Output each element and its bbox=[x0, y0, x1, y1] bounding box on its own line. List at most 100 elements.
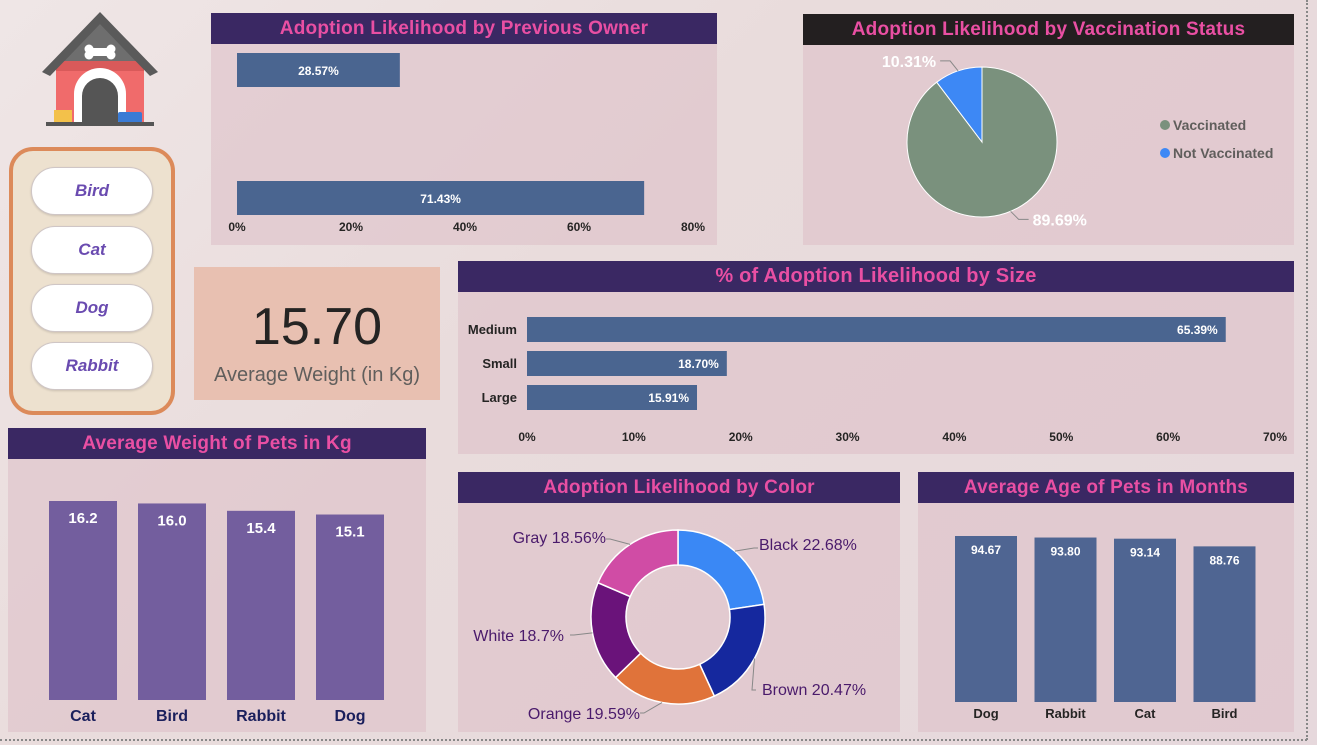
x-tick-label: 20% bbox=[729, 430, 753, 444]
data-label: 65.39% bbox=[1177, 323, 1218, 337]
x-tick-label: Rabbit bbox=[1045, 706, 1086, 721]
x-tick-label: Dog bbox=[334, 708, 365, 725]
x-tick-label: Rabbit bbox=[236, 708, 286, 725]
data-label: 93.14 bbox=[1130, 546, 1160, 560]
weight-panel: Average Weight of Pets in Kg 16.2 Cat 16.0… bbox=[8, 428, 426, 732]
bar bbox=[527, 385, 698, 410]
bar bbox=[138, 503, 206, 700]
bar bbox=[237, 181, 645, 215]
panel-title: Adoption Likelihood by Color bbox=[458, 472, 900, 503]
x-tick-label: 70% bbox=[1263, 430, 1287, 444]
leader-line bbox=[734, 547, 758, 552]
vaccination-chart: 89.69% 10.31% Vaccinated Not Vaccinated bbox=[882, 54, 1274, 229]
leader-line bbox=[640, 702, 663, 714]
data-label: 93.80 bbox=[1050, 545, 1080, 559]
kpi-value: 15.70 bbox=[251, 298, 383, 356]
previous-owner-panel: Adoption Likelihood by Previous Owner 0%… bbox=[211, 13, 717, 245]
legend-label: Not Vaccinated bbox=[1173, 145, 1273, 161]
x-tick-label: 0% bbox=[518, 430, 536, 444]
x-tick-label: 10% bbox=[622, 430, 646, 444]
data-label: 10.31% bbox=[882, 54, 936, 71]
x-tick-label: 40% bbox=[942, 430, 966, 444]
data-label: 15.1 bbox=[335, 524, 364, 541]
slicer-item-cat[interactable]: Cat bbox=[31, 226, 153, 274]
donut-slice bbox=[597, 529, 679, 598]
bar bbox=[1034, 537, 1097, 702]
data-label: 16.2 bbox=[68, 510, 97, 527]
kpi-label: Average Weight (in Kg) bbox=[213, 364, 421, 386]
x-tick-label: Cat bbox=[1135, 706, 1157, 721]
x-tick-label: 60% bbox=[1156, 430, 1180, 444]
x-tick-label: 30% bbox=[836, 430, 860, 444]
color-panel: Adoption Likelihood by Color Black 22.68… bbox=[458, 472, 900, 732]
slicer-item-dog[interactable]: Dog bbox=[31, 284, 153, 332]
bar bbox=[316, 514, 384, 700]
data-label: 94.67 bbox=[971, 543, 1001, 557]
data-label: Gray 18.56% bbox=[513, 530, 606, 547]
slicer-item-rabbit[interactable]: Rabbit bbox=[31, 342, 153, 390]
dog-house-icon bbox=[42, 12, 158, 126]
data-label: 18.70% bbox=[678, 357, 719, 371]
donut-slice bbox=[698, 603, 766, 698]
canvas-border-right bbox=[1306, 0, 1308, 740]
size-chart: 0% 10% 20% 30% 40% 50% 60% 70% Medium 65.39% Small… bbox=[468, 317, 1287, 444]
x-tick-label: 60% bbox=[567, 220, 591, 234]
data-label: 16.0 bbox=[157, 512, 186, 529]
data-label: Brown 20.47% bbox=[762, 682, 866, 699]
slicer-item-bird[interactable]: Bird bbox=[31, 167, 153, 215]
pet-type-slicer: Bird Cat Dog Rabbit bbox=[9, 147, 175, 415]
y-tick-label: Small bbox=[482, 356, 517, 371]
bar bbox=[527, 317, 1226, 342]
legend-marker bbox=[1160, 148, 1170, 158]
x-tick-label: Dog bbox=[973, 706, 998, 721]
previous-owner-chart: 0% 20% 40% 60% 80% 28.57% 71.43% bbox=[228, 53, 705, 234]
leader-line bbox=[570, 632, 593, 636]
weight-chart: 16.2 Cat 16.0 Bird 15.4 Rabbit 15.1 Dog bbox=[49, 501, 384, 725]
color-chart: Black 22.68% Brown 20.47% Orange 19.59% Whi… bbox=[473, 529, 866, 723]
panel-title: Adoption Likelihood by Previous Owner bbox=[211, 13, 717, 44]
bar bbox=[1193, 546, 1256, 702]
x-tick-label: Bird bbox=[156, 708, 188, 725]
data-label: 15.4 bbox=[246, 520, 276, 537]
age-panel: Average Age of Pets in Months 94.67 Dog 93… bbox=[918, 472, 1294, 732]
canvas-border-bottom bbox=[0, 739, 1307, 741]
x-tick-label: Cat bbox=[70, 708, 96, 725]
panel-title: Average Age of Pets in Months bbox=[918, 472, 1294, 503]
vaccination-panel: Adoption Likelihood by Vaccination Statu… bbox=[803, 14, 1294, 245]
y-tick-label: Medium bbox=[468, 322, 517, 337]
leader-line bbox=[606, 538, 631, 545]
data-label: White 18.7% bbox=[473, 628, 564, 645]
leader-line bbox=[1010, 210, 1029, 220]
bar bbox=[237, 53, 400, 87]
bar bbox=[49, 501, 117, 700]
leader-line bbox=[940, 60, 959, 72]
bar bbox=[227, 510, 295, 700]
data-label: 89.69% bbox=[1033, 212, 1087, 229]
x-tick-label: 20% bbox=[339, 220, 363, 234]
panel-title: Average Weight of Pets in Kg bbox=[8, 428, 426, 459]
bar bbox=[527, 351, 727, 376]
data-label: 28.57% bbox=[298, 64, 339, 78]
x-tick-label: 40% bbox=[453, 220, 477, 234]
leader-line bbox=[751, 658, 756, 691]
age-chart: 94.67 Dog 93.80 Rabbit 93.14 Cat 88.76 Bird bbox=[955, 536, 1256, 721]
bar bbox=[1114, 538, 1176, 702]
data-label: 88.76 bbox=[1209, 553, 1239, 567]
data-label: 15.91% bbox=[648, 391, 689, 405]
pie-slice bbox=[936, 66, 983, 144]
average-weight-card: 15.70 Average Weight (in Kg) bbox=[194, 267, 440, 400]
x-tick-label: Bird bbox=[1212, 706, 1238, 721]
size-panel: % of Adoption Likelihood by Size 0% 10% 20… bbox=[458, 261, 1294, 454]
data-label: Orange 19.59% bbox=[528, 706, 640, 723]
donut-slice bbox=[677, 529, 765, 611]
bar bbox=[955, 536, 1017, 702]
x-tick-label: 0% bbox=[228, 220, 246, 234]
data-label: Black 22.68% bbox=[759, 537, 857, 554]
panel-title: Adoption Likelihood by Vaccination Statu… bbox=[803, 14, 1294, 45]
y-tick-label: Large bbox=[482, 390, 517, 405]
data-label: 71.43% bbox=[420, 192, 461, 206]
panel-title: % of Adoption Likelihood by Size bbox=[458, 261, 1294, 292]
legend-marker bbox=[1160, 120, 1170, 130]
x-tick-label: 80% bbox=[681, 220, 705, 234]
legend-label: Vaccinated bbox=[1173, 117, 1246, 133]
